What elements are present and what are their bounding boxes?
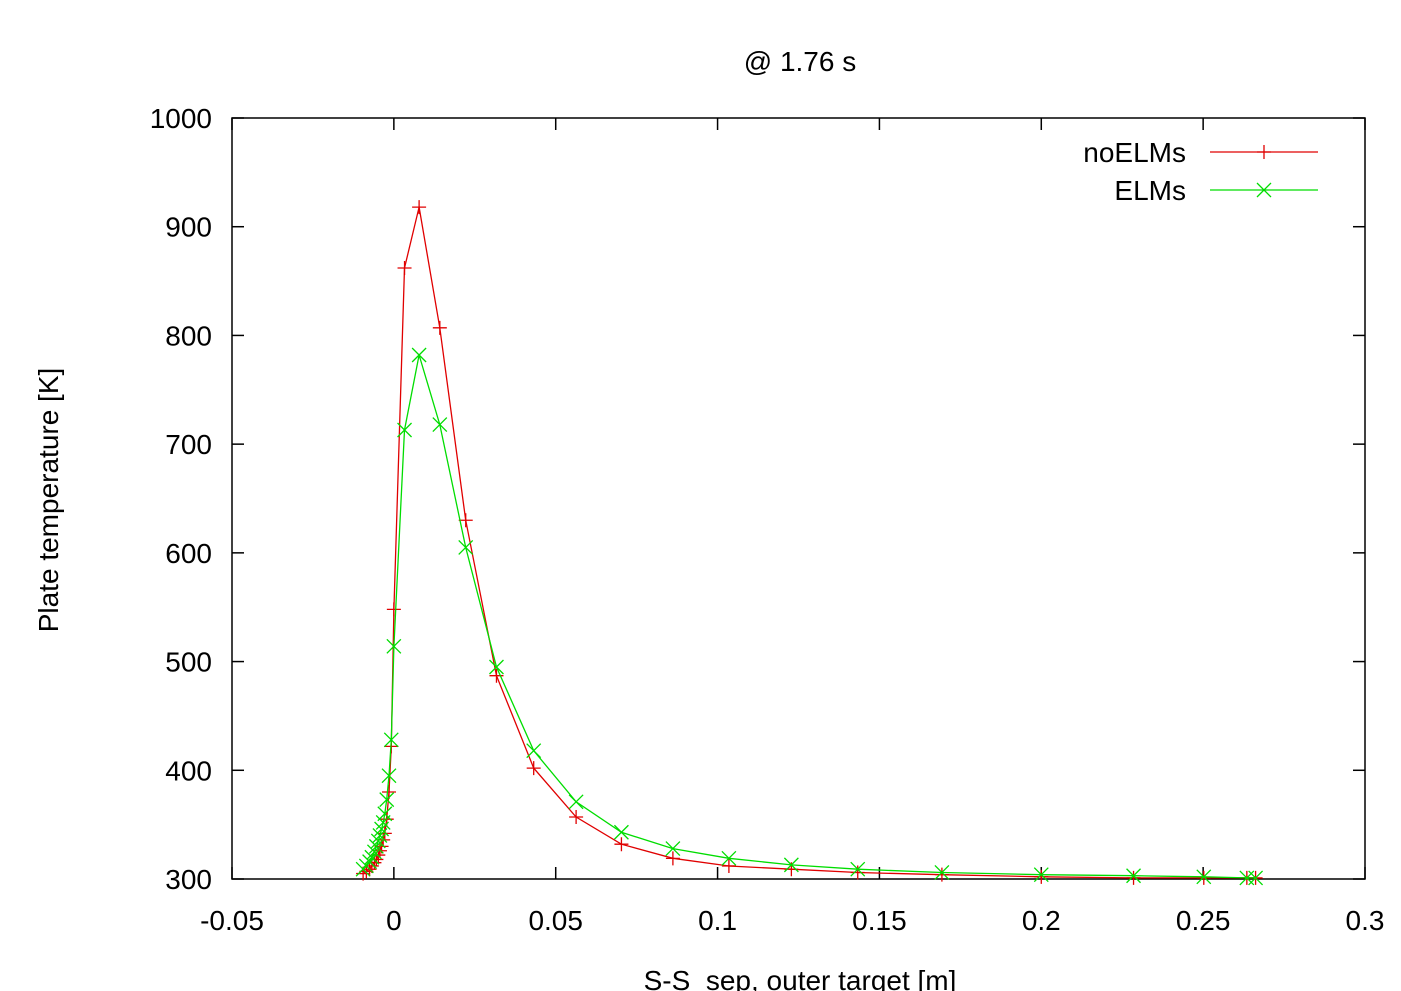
- legend-marker-noELMs: [1257, 145, 1271, 159]
- data-point-noELMs: [458, 513, 473, 528]
- y-tick-label: 300: [165, 864, 212, 895]
- data-point-ELMs: [362, 854, 378, 870]
- data-point-ELMs: [381, 768, 397, 784]
- legend-marker-ELMs: [1256, 182, 1272, 198]
- data-point-ELMs: [377, 806, 393, 822]
- data-point-noELMs: [721, 858, 736, 873]
- x-tick-label: 0.15: [852, 905, 907, 936]
- data-point-ELMs: [1033, 867, 1049, 883]
- data-point-ELMs: [383, 732, 399, 748]
- data-point-ELMs: [934, 865, 950, 880]
- series-group: [355, 200, 1264, 886]
- data-point-ELMs: [1248, 870, 1264, 886]
- data-point-ELMs: [489, 659, 504, 675]
- data-point-ELMs: [721, 850, 737, 866]
- data-point-ELMs: [386, 638, 402, 654]
- y-tick-label: 500: [165, 647, 212, 678]
- y-tick-label: 800: [165, 320, 212, 351]
- data-point-noELMs: [1126, 870, 1141, 885]
- data-point-ELMs: [1126, 868, 1141, 884]
- data-point-ELMs: [526, 743, 542, 759]
- data-point-ELMs: [458, 539, 474, 555]
- data-point-ELMs: [374, 821, 390, 837]
- data-point-noELMs: [934, 867, 949, 882]
- data-point-noELMs: [397, 261, 412, 276]
- x-tick-label: 0.1: [698, 905, 737, 936]
- legend: noELMs ELMs: [1083, 137, 1318, 206]
- data-point-ELMs: [432, 417, 448, 433]
- data-point-noELMs: [432, 320, 447, 335]
- data-point-ELMs: [411, 347, 427, 363]
- data-point-ELMs: [665, 841, 681, 857]
- x-axis-label: S-S_sep, outer target [m]: [644, 965, 957, 991]
- data-point-ELMs: [368, 838, 384, 854]
- x-tick-label: 0.25: [1176, 905, 1231, 936]
- data-point-ELMs: [1196, 869, 1212, 885]
- series-line-ELMs: [362, 354, 1256, 879]
- series-ELMs: [355, 347, 1264, 886]
- data-point-ELMs: [366, 844, 382, 860]
- x-tick-label: 0.2: [1022, 905, 1061, 936]
- y-tick-label: 1000: [150, 103, 212, 134]
- data-point-ELMs: [375, 815, 391, 830]
- y-tick-label: 900: [165, 212, 212, 243]
- chart-title: @ 1.76 s: [744, 46, 856, 77]
- data-point-noELMs: [665, 851, 680, 866]
- series-noELMs: [356, 200, 1263, 885]
- y-tick-label: 700: [165, 429, 212, 460]
- data-point-ELMs: [364, 849, 380, 865]
- data-point-noELMs: [614, 837, 629, 852]
- legend-label-noELMs: noELMs: [1083, 137, 1186, 168]
- data-point-ELMs: [613, 824, 629, 840]
- data-point-ELMs: [850, 861, 866, 877]
- data-point-noELMs: [1034, 869, 1049, 884]
- y-tick-label: 600: [165, 538, 212, 569]
- data-point-ELMs: [568, 794, 584, 810]
- x-tick-label: 0.05: [528, 905, 583, 936]
- data-point-ELMs: [370, 833, 386, 849]
- data-point-ELMs: [783, 857, 799, 873]
- data-point-noELMs: [850, 865, 865, 880]
- data-point-ELMs: [397, 422, 412, 438]
- y-tick-label: 400: [165, 755, 212, 786]
- data-point-noELMs: [489, 668, 504, 683]
- data-point-noELMs: [412, 200, 427, 215]
- y-axis-label: Plate temperature [K]: [33, 368, 64, 633]
- data-point-ELMs: [379, 792, 395, 808]
- x-tick-label: 0.3: [1346, 905, 1385, 936]
- data-point-noELMs: [569, 810, 584, 825]
- legend-label-ELMs: ELMs: [1114, 175, 1186, 206]
- x-tick-label: 0: [386, 905, 402, 936]
- axis-ticks: -0.05 0 0.05 0.1 0.15 0.2 0.25 0.3 300 400 500 600 7…: [150, 103, 1385, 936]
- series-line-noELMs: [362, 206, 1256, 879]
- data-point-noELMs: [526, 761, 541, 776]
- x-tick-label: -0.05: [200, 905, 264, 936]
- data-point-ELMs: [358, 858, 374, 874]
- data-point-noELMs: [1196, 870, 1211, 885]
- data-point-noELMs: [386, 602, 401, 617]
- plot-frame: [231, 117, 1366, 880]
- data-point-ELMs: [372, 828, 388, 843]
